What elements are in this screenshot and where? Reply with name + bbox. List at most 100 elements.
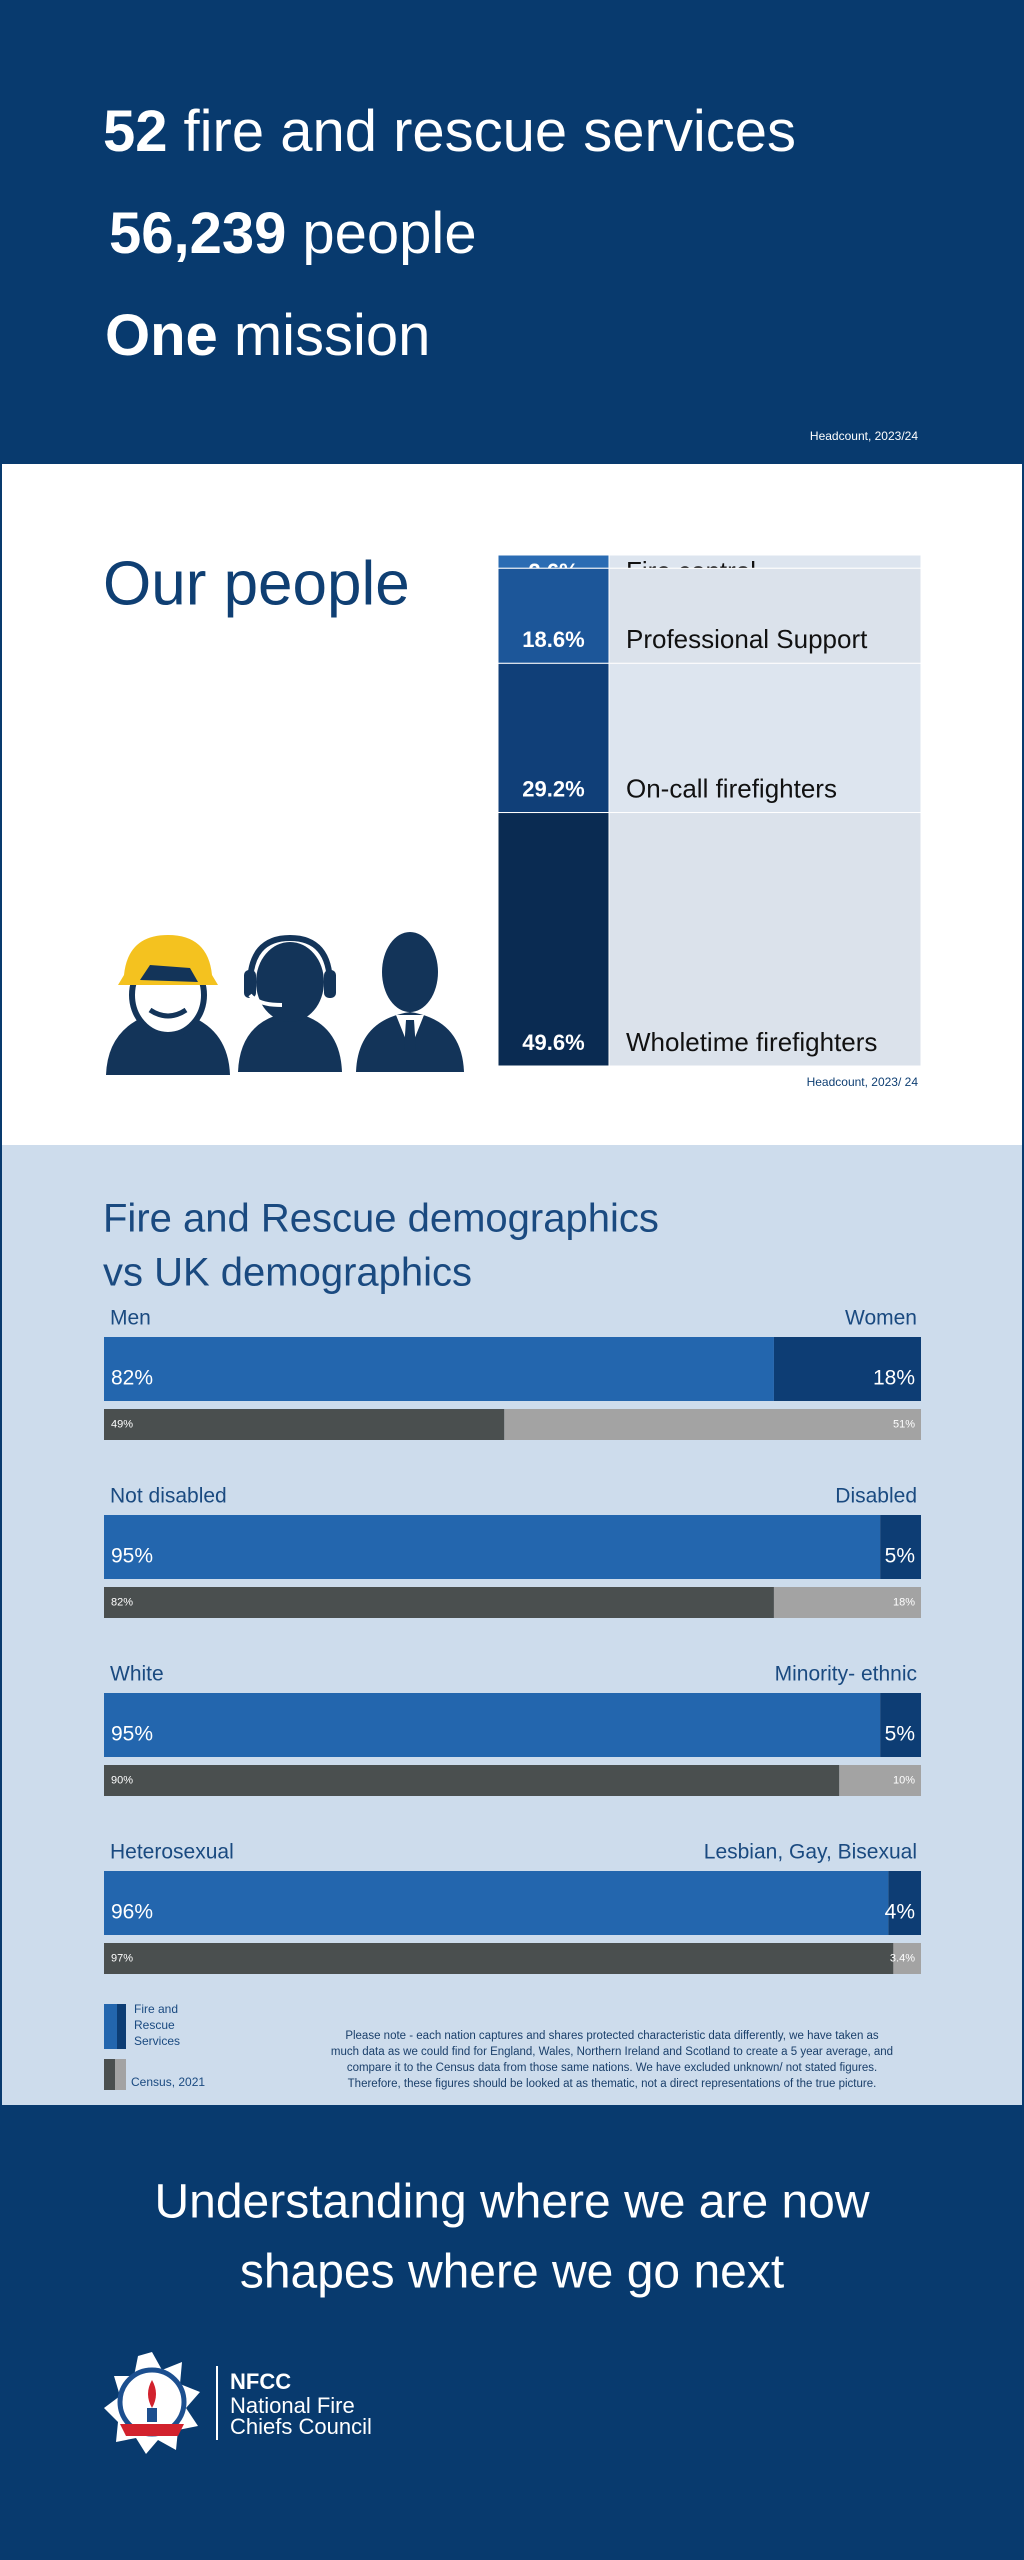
- slogan: Understanding where we are now: [154, 2176, 869, 2229]
- operator-head: [256, 942, 324, 1022]
- disclaimer: Therefore, these figures should be looke…: [348, 2078, 877, 2090]
- headline: One mission: [105, 303, 430, 368]
- slogan: shapes where we go next: [240, 2246, 784, 2299]
- census-bar-right: [893, 1943, 921, 1974]
- org-short: NFCC: [230, 2369, 291, 2394]
- headline-bold: 52: [103, 99, 168, 164]
- legend-label: Services: [134, 2034, 180, 2048]
- stack-value-label: 18.6%: [522, 627, 584, 652]
- fire-bar-right: [880, 1515, 921, 1579]
- staff-tie: [404, 1020, 416, 1058]
- headline-bold: 56,239: [109, 201, 286, 266]
- fire-bar-right: [773, 1337, 921, 1401]
- operator-body: [238, 1012, 342, 1072]
- people-note: Headcount, 2023/ 24: [807, 1075, 919, 1089]
- logo-banner: [120, 2424, 184, 2436]
- headline: 56,239 people: [109, 201, 477, 266]
- group-left-label: Not disabled: [110, 1485, 227, 1508]
- census-bar-left: [104, 1765, 840, 1796]
- census-value-label: 49%: [111, 1418, 133, 1430]
- headline-bold: One: [105, 303, 218, 368]
- group-left-label: White: [110, 1663, 164, 1686]
- headline-text: fire and rescue services: [184, 99, 796, 164]
- operator-earpiece: [244, 970, 256, 998]
- fire-value-label: 5%: [885, 1723, 915, 1746]
- group-right-label: Minority- ethnic: [775, 1663, 917, 1686]
- group-right-label: Women: [845, 1307, 917, 1330]
- section-title: vs UK demographics: [103, 1251, 472, 1295]
- operator-mic: [248, 993, 283, 1007]
- census-bar-left: [104, 1409, 505, 1440]
- logo-torch: [147, 2408, 157, 2422]
- firefighter-body: [106, 1010, 230, 1075]
- group-right-label: Lesbian, Gay, Bisexual: [704, 1841, 917, 1864]
- census-value-label: 82%: [111, 1596, 133, 1608]
- stack-value-label: 29.2%: [522, 776, 584, 801]
- disclaimer: compare it to the Census data from those…: [347, 2062, 877, 2074]
- disclaimer: Please note - each nation captures and s…: [345, 2030, 879, 2042]
- stack-segment: [497, 812, 610, 1067]
- census-bar-left: [104, 1943, 897, 1974]
- fire-value-label: 95%: [111, 1545, 153, 1568]
- legend-label: Rescue: [134, 2018, 175, 2032]
- fire-value-label: 18%: [873, 1367, 915, 1390]
- legend-label: Census, 2021: [131, 2075, 205, 2089]
- group-left-label: Heterosexual: [110, 1841, 234, 1864]
- census-bar-right: [773, 1587, 921, 1618]
- census-value-label: 10%: [893, 1774, 915, 1786]
- group-left-label: Men: [110, 1307, 151, 1330]
- fire-value-label: 82%: [111, 1367, 153, 1390]
- firefighter-mustache: [148, 1007, 188, 1019]
- firefighter-helmet: [118, 935, 218, 985]
- fire-bar-left: [104, 1515, 881, 1579]
- icons: [106, 932, 464, 1075]
- staff-head: [382, 932, 438, 1012]
- census-value-label: 3.4%: [890, 1952, 915, 1964]
- group-right-label: Disabled: [835, 1485, 917, 1508]
- operator-headset: [247, 934, 333, 986]
- census-value-label: 18%: [893, 1596, 915, 1608]
- headline: 52 fire and rescue services: [103, 99, 796, 164]
- org-name: Chiefs Council: [230, 2414, 372, 2439]
- legend-swatch: [104, 2059, 115, 2090]
- census-value-label: 51%: [893, 1418, 915, 1430]
- stack-category: Professional Support: [626, 624, 868, 654]
- fire-value-label: 5%: [885, 1545, 915, 1568]
- legend-swatch: [104, 2004, 117, 2049]
- census-value-label: 90%: [111, 1774, 133, 1786]
- fire-bar-left: [104, 1693, 881, 1757]
- firefighter-visor: [140, 965, 198, 982]
- fire-bar-left: [104, 1337, 774, 1401]
- headline-text: people: [302, 201, 476, 266]
- legend-swatch: [115, 2059, 126, 2090]
- section-title: Fire and Rescue demographics: [103, 1197, 659, 1241]
- census-bar-right: [504, 1409, 921, 1440]
- fire-value-label: 95%: [111, 1723, 153, 1746]
- stack-label-bg: [608, 662, 922, 814]
- stack-category: Wholetime firefighters: [626, 1027, 877, 1057]
- fire-bar-right: [880, 1693, 921, 1757]
- stack-value-label: 49.6%: [522, 1030, 584, 1055]
- headline-text: mission: [234, 303, 431, 368]
- stack-label-bg: [608, 812, 922, 1067]
- fire-value-label: 4%: [885, 1901, 915, 1924]
- disclaimer: much data as we could find for England, …: [331, 2046, 893, 2058]
- fire-bar-right: [888, 1871, 921, 1935]
- census-bar-left: [104, 1587, 774, 1618]
- stack-segment: [497, 567, 610, 664]
- logo: [104, 2352, 218, 2454]
- legend-swatch: [117, 2004, 126, 2049]
- legend-label: Fire and: [134, 2002, 178, 2016]
- census-bar-right: [839, 1765, 921, 1796]
- stack-segment: [497, 662, 610, 814]
- org-name: National Fire: [230, 2393, 355, 2418]
- stack-category: On-call firefighters: [626, 773, 837, 803]
- census-value-label: 97%: [111, 1952, 133, 1964]
- fire-value-label: 96%: [111, 1901, 153, 1924]
- section-title: Our people: [103, 549, 410, 618]
- fire-bar-left: [104, 1871, 889, 1935]
- logo-flame: [148, 2380, 156, 2408]
- header-note: Headcount, 2023/24: [810, 429, 918, 443]
